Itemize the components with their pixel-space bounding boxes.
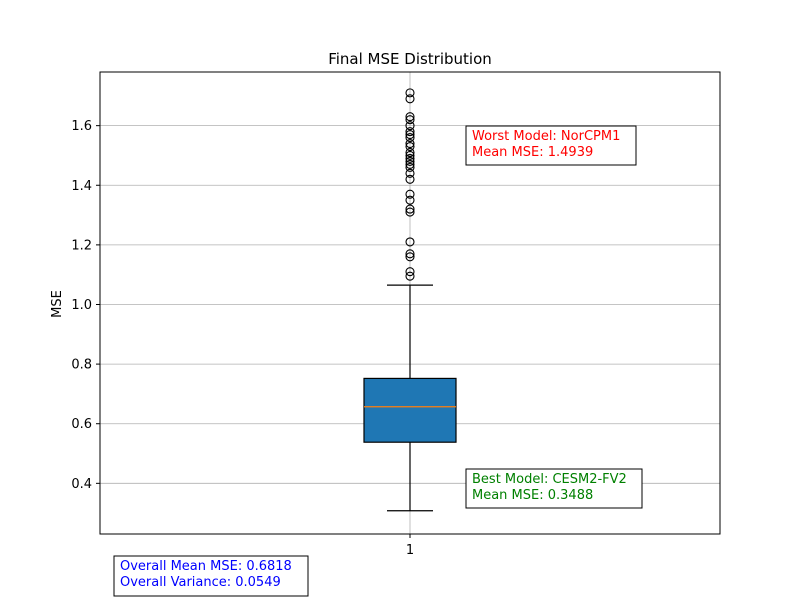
- y-tick-label: 0.4: [71, 477, 92, 492]
- y-tick-label: 1.4: [71, 179, 92, 194]
- worst-annotation-line: Mean MSE: 1.4939: [472, 145, 593, 160]
- flier-point: [405, 153, 415, 163]
- y-tick-label: 0.6: [71, 417, 92, 432]
- flier-point: [405, 271, 415, 281]
- plot-frame: [99, 71, 721, 535]
- flier-point: [405, 156, 415, 166]
- chart-title: Final MSE Distribution: [328, 50, 492, 68]
- flier-point: [405, 121, 415, 131]
- flier-point: [405, 237, 415, 247]
- y-tick-label: 1.2: [71, 238, 92, 253]
- flier-point: [405, 141, 415, 152]
- y-tick-label: 1.6: [71, 119, 92, 134]
- flier-point: [405, 127, 415, 137]
- flier-point: [405, 112, 415, 122]
- flier-point: [405, 133, 415, 143]
- flier-point: [405, 150, 415, 161]
- flier-point: [405, 88, 415, 98]
- flier-point: [405, 207, 415, 217]
- y-tick-label: 1.0: [71, 298, 92, 313]
- flier-point: [405, 168, 415, 178]
- best-annotation-line: Mean MSE: 0.3488: [472, 488, 593, 503]
- flier-point: [405, 249, 415, 259]
- flier-point: [405, 267, 415, 277]
- overall-annotation-box: [113, 555, 309, 597]
- flier-point: [405, 130, 415, 140]
- flier-point: [405, 195, 415, 205]
- flier-point: [405, 174, 415, 184]
- fliers-group: [405, 88, 415, 281]
- box-group: [363, 284, 457, 512]
- flier-point: [405, 189, 415, 199]
- flier-point: [405, 138, 415, 149]
- flier-point: [405, 115, 415, 125]
- flier-point: [405, 147, 415, 158]
- flier-point: [405, 204, 415, 214]
- iqr-box: [363, 377, 457, 443]
- worst-annotation-box: [465, 125, 637, 166]
- best-annotation-box: [465, 468, 643, 509]
- worst-annotation-line: Worst Model: NorCPM1: [472, 129, 620, 144]
- y-tick-label: 0.8: [71, 358, 92, 373]
- axis-ticks: 0.4 0.6 0.8 1.0 1.2 1.4 1.6 1: [71, 119, 414, 558]
- best-annotation-line: Best Model: CESM2-FV2: [472, 472, 627, 487]
- y-axis-label: MSE: [50, 290, 65, 318]
- overall-annotation-line: Overall Variance: 0.0549: [120, 575, 281, 590]
- flier-point: [405, 159, 415, 169]
- x-tick-label: 1: [406, 543, 414, 558]
- flier-point: [405, 252, 415, 262]
- flier-point: [405, 162, 415, 172]
- flier-point: [405, 94, 415, 104]
- overall-annotation-line: Overall Mean MSE: 0.6818: [120, 559, 292, 574]
